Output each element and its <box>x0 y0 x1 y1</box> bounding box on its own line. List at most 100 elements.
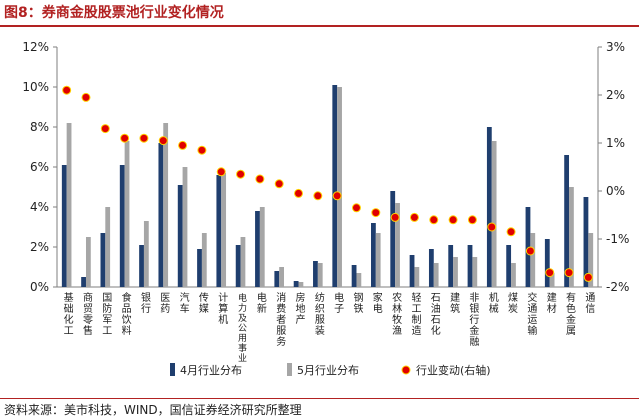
change-point <box>448 215 458 225</box>
bar-may <box>317 263 323 287</box>
bar-may <box>105 207 111 287</box>
bar-may <box>240 237 246 287</box>
bar-may <box>414 267 420 287</box>
category-label: 银行 <box>141 291 151 315</box>
category-label: 医药 <box>160 292 170 315</box>
bar-apr <box>100 233 106 287</box>
legend-label-may: 5月行业分布 <box>297 364 359 377</box>
category-label: 建筑 <box>450 291 460 315</box>
bar-apr <box>158 143 164 287</box>
bar-may <box>433 263 439 287</box>
footer-divider <box>0 398 639 399</box>
change-point <box>545 268 555 278</box>
category-label: 传媒 <box>199 292 209 315</box>
change-point <box>178 140 188 150</box>
bar-apr <box>235 245 241 287</box>
bar-apr <box>274 271 280 287</box>
change-point <box>487 222 497 232</box>
y-tick-label: 12% <box>22 40 49 54</box>
change-point <box>351 203 361 213</box>
legend-swatch-change <box>401 365 411 375</box>
bar-apr <box>390 191 396 287</box>
bar-may <box>182 167 188 287</box>
change-point <box>429 215 439 225</box>
bar-may <box>453 257 458 287</box>
bar-may <box>66 123 72 287</box>
category-label: 电子 <box>334 291 344 315</box>
change-point <box>313 191 323 201</box>
category-label: 建材 <box>547 291 557 315</box>
category-label: 商贸零售 <box>83 291 93 337</box>
bar-apr <box>61 165 67 287</box>
change-point <box>100 124 110 134</box>
change-point <box>216 167 226 177</box>
bar-apr <box>448 245 454 287</box>
legend-label-apr: 4月行业分布 <box>180 364 242 377</box>
bar-apr <box>409 255 415 287</box>
change-point <box>81 92 91 102</box>
category-label: 纺织服装 <box>315 291 325 337</box>
source-note: 资料来源：美市科技，WIND，国信证券经济研究所整理 <box>4 403 302 417</box>
category-label: 钢铁 <box>353 291 363 315</box>
category-label: 煤炭 <box>508 291 518 315</box>
bar-apr <box>564 155 570 287</box>
category-label: 非银行金融 <box>469 292 479 348</box>
bar-apr <box>583 197 589 287</box>
legend-label-change: 行业变动(右轴) <box>416 363 491 377</box>
bar-may <box>549 273 555 287</box>
change-point <box>120 133 130 143</box>
bar-may <box>530 233 536 287</box>
bar-apr <box>467 245 473 287</box>
bar-may <box>259 207 265 287</box>
category-label: 计算机 <box>218 291 228 326</box>
category-label: 机械 <box>489 291 499 315</box>
category-label: 汽车 <box>180 291 190 315</box>
y2-tick-label: 2% <box>606 88 625 102</box>
bar-may <box>124 141 130 287</box>
y-tick-label: 0% <box>30 280 49 294</box>
bar-may <box>375 233 381 287</box>
bar-apr <box>119 165 125 287</box>
change-point <box>236 169 246 179</box>
bar-apr <box>525 207 531 287</box>
y-tick-label: 2% <box>30 240 49 254</box>
category-label: 房地产 <box>296 291 306 326</box>
y-tick-label: 10% <box>22 80 49 94</box>
category-label: 轻工制造 <box>411 291 421 337</box>
bar-apr <box>371 223 376 287</box>
change-point <box>564 268 574 278</box>
y2-tick-label: 3% <box>606 40 625 54</box>
change-point <box>255 174 265 184</box>
change-point <box>467 215 477 225</box>
category-label: 食品饮料 <box>122 291 132 337</box>
bar-may <box>588 233 594 287</box>
bar-apr <box>81 277 86 287</box>
y2-tick-label: 0% <box>606 184 625 198</box>
bar-may <box>221 173 227 287</box>
bar-may <box>569 187 574 287</box>
change-point <box>409 212 419 222</box>
bar-may <box>298 282 304 287</box>
change-point <box>390 212 400 222</box>
bar-apr <box>351 265 357 287</box>
bar-apr <box>544 239 550 287</box>
bar-apr <box>506 245 512 287</box>
y2-tick-label: -1% <box>606 232 629 246</box>
category-label: 家电 <box>373 291 383 315</box>
y-tick-label: 8% <box>30 120 49 134</box>
change-point <box>197 145 207 155</box>
change-point <box>583 272 593 282</box>
bar-may <box>279 267 284 287</box>
category-label: 农林牧渔 <box>392 291 402 337</box>
change-point <box>371 208 381 218</box>
bar-may <box>163 123 169 287</box>
change-point <box>525 246 535 256</box>
legend-swatch-apr <box>170 363 175 376</box>
bar-may <box>395 203 400 287</box>
bar-apr <box>197 249 202 287</box>
change-point <box>158 136 168 146</box>
category-label: 国防军工 <box>102 292 112 337</box>
y-tick-label: 4% <box>30 200 49 214</box>
bar-may <box>511 263 516 287</box>
category-label: 石油石化 <box>431 293 441 337</box>
